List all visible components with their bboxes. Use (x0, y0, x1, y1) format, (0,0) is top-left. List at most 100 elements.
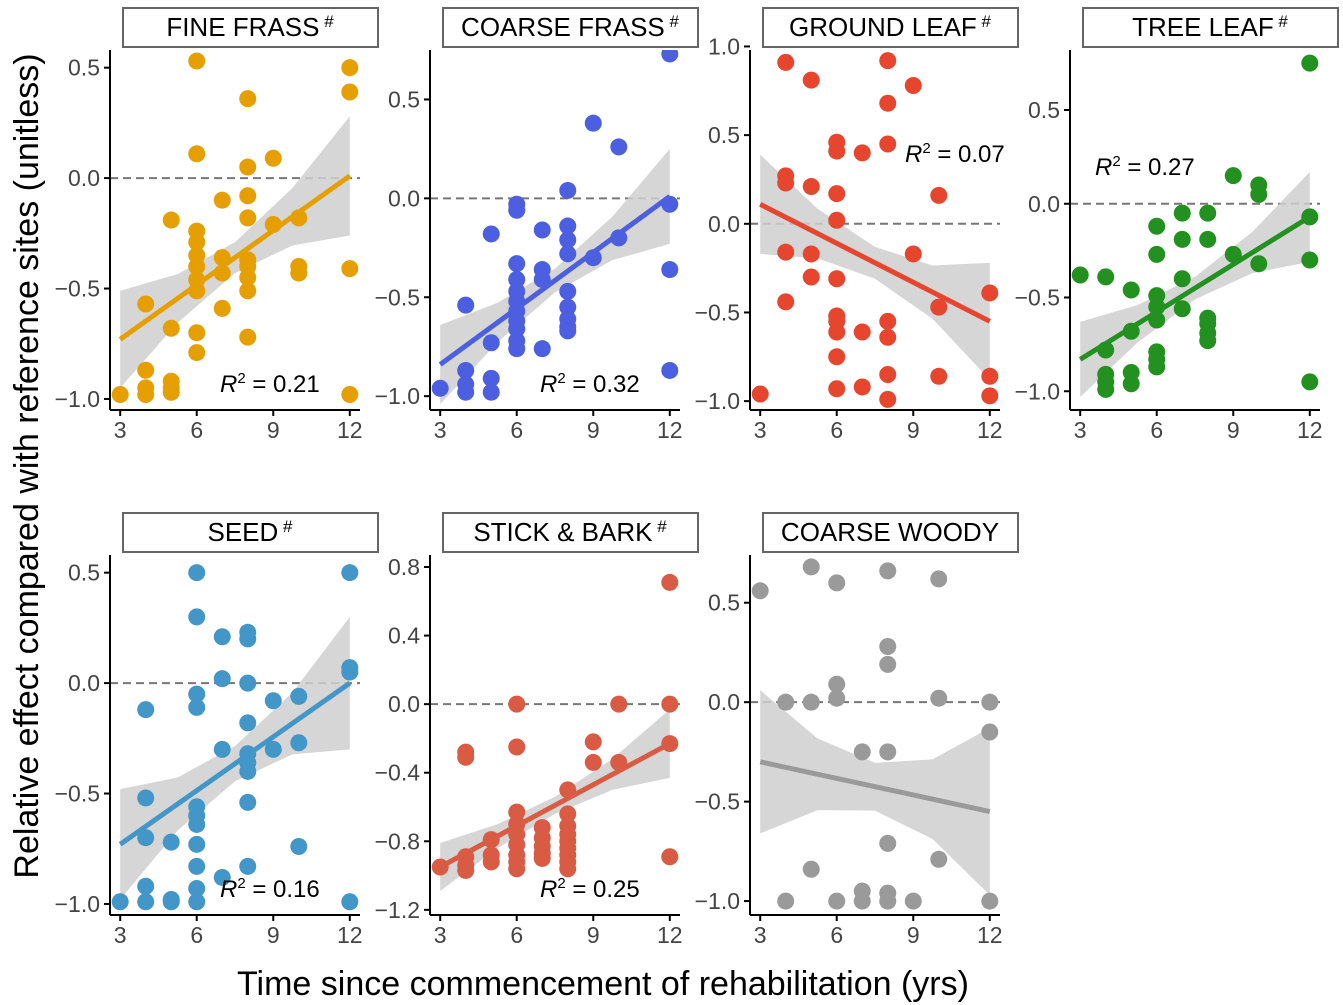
data-point (879, 743, 897, 761)
data-point (1199, 230, 1217, 248)
data-point (879, 135, 897, 153)
data-point (802, 71, 820, 89)
y-tick-label: 0.5 (68, 55, 100, 81)
y-tick-label: −0.5 (695, 299, 740, 325)
data-point (1097, 268, 1115, 286)
data-point (533, 849, 551, 867)
data-point (1173, 270, 1191, 288)
data-point (853, 378, 871, 396)
data-point (930, 298, 948, 316)
data-point (213, 191, 231, 209)
data-point (482, 334, 500, 352)
data-point (188, 815, 206, 833)
data-point (661, 50, 679, 63)
r-squared-label: R2 = 0.16 (220, 875, 320, 903)
data-point (559, 322, 577, 340)
data-point (213, 740, 231, 758)
data-point (137, 829, 155, 847)
data-point (239, 857, 257, 875)
y-tick-label: 0.0 (708, 211, 740, 237)
data-point (137, 386, 155, 404)
data-point (1148, 217, 1166, 235)
data-point (213, 868, 231, 886)
data-point (584, 753, 602, 771)
x-tick-label: 3 (114, 417, 127, 443)
data-point (137, 877, 155, 895)
panel-title: COARSE FRASS # (461, 12, 679, 42)
plot-area (430, 50, 680, 405)
data-point (508, 695, 526, 713)
data-point (1122, 375, 1140, 393)
x-tick-label: 6 (190, 922, 203, 948)
data-point (341, 893, 359, 911)
data-point (508, 270, 526, 288)
x-tick-label: 9 (907, 922, 920, 948)
data-point (341, 386, 359, 404)
y-tick-label: 0.0 (68, 165, 100, 191)
trend-line (438, 194, 672, 367)
data-point (777, 174, 795, 192)
data-point (533, 340, 551, 358)
panel-title: TREE LEAF # (1132, 12, 1288, 42)
data-point (264, 149, 282, 167)
data-point (1224, 245, 1242, 263)
data-point (508, 803, 526, 821)
data-point (879, 312, 897, 330)
x-tick-label: 3 (434, 922, 447, 948)
y-tick-label: −1.0 (55, 891, 100, 917)
data-point (559, 245, 577, 263)
y-tick-label: −0.4 (375, 760, 421, 786)
trend-line (118, 681, 352, 847)
data-point (610, 138, 628, 156)
panel-title: SEED # (208, 517, 294, 547)
x-tick-label: 9 (587, 417, 600, 443)
data-point (239, 90, 257, 108)
data-point (802, 558, 820, 576)
y-tick-label: −1.0 (1015, 378, 1060, 404)
data-point (904, 76, 922, 94)
data-point (290, 264, 308, 282)
data-point (1071, 266, 1089, 284)
panel-header-box (762, 7, 1019, 48)
data-point (188, 893, 206, 911)
data-point (188, 698, 206, 716)
y-tick-label: −1.0 (375, 383, 420, 409)
data-point (930, 186, 948, 204)
data-point (1199, 332, 1217, 350)
x-tick-label: 12 (657, 922, 683, 948)
data-point (137, 295, 155, 313)
data-point (559, 298, 577, 316)
data-point (457, 861, 475, 879)
data-point (853, 323, 871, 341)
panel-0: FINE FRASS # −1.0 −0.5 0.0 0.5 3 6 9 12 R2 = 0.21 (55, 7, 379, 443)
data-point (457, 361, 475, 379)
y-tick-label: 0.4 (388, 623, 420, 649)
data-point (802, 268, 820, 286)
data-point (828, 185, 846, 203)
plot-area (430, 573, 680, 891)
data-point (457, 296, 475, 314)
data-point (457, 748, 475, 766)
data-point (264, 740, 282, 758)
data-point (828, 689, 846, 707)
confidence-band (1080, 171, 1310, 397)
panel-title-mark: # (278, 517, 293, 536)
data-point (879, 52, 897, 70)
data-point (1224, 167, 1242, 185)
y-tick-label: −1.2 (375, 897, 420, 923)
panel-title: STICK & BARK # (473, 517, 667, 547)
x-tick-label: 9 (907, 417, 920, 443)
y-tick-label: 0.5 (708, 122, 740, 148)
x-tick-label: 6 (510, 922, 523, 948)
y-tick-label: 0.5 (708, 590, 740, 616)
data-point (879, 94, 897, 112)
r-squared-label: R2 = 0.21 (220, 370, 320, 398)
trend-line (759, 759, 991, 815)
x-tick-label: 9 (267, 417, 280, 443)
panel-title-mark: # (652, 517, 667, 536)
data-point (828, 270, 846, 288)
data-point (559, 181, 577, 199)
data-point (137, 893, 155, 911)
data-point (341, 260, 359, 278)
